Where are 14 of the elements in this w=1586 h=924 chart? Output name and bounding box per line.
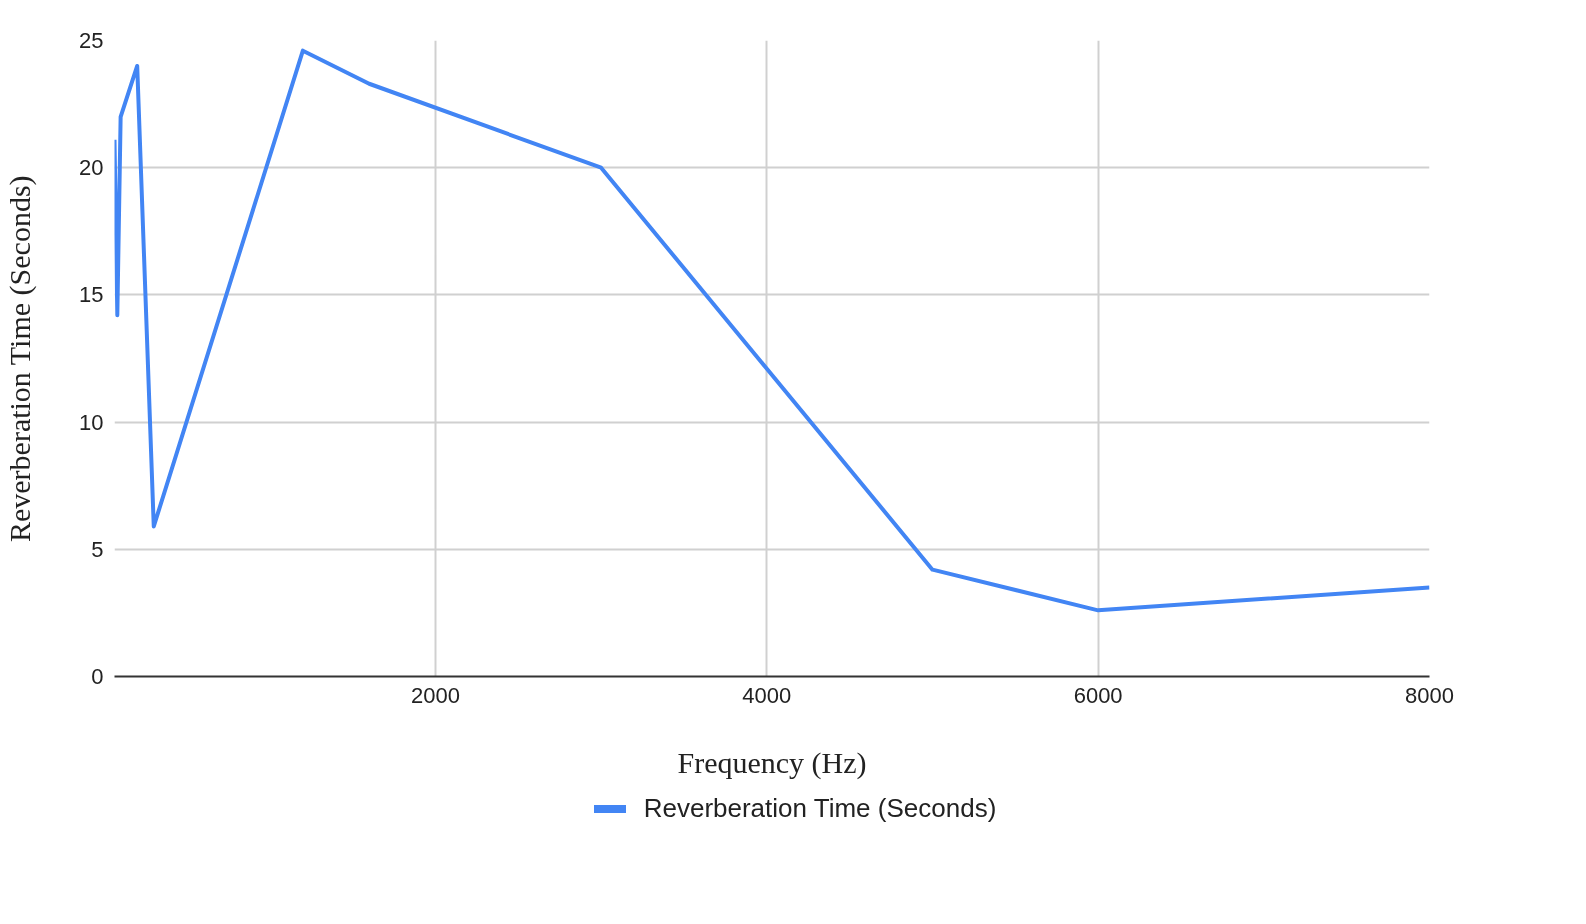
y-tick-label: 5 [91, 536, 104, 562]
legend-label: Reverberation Time (Seconds) [642, 792, 997, 826]
x-tick-label: 4000 [742, 682, 792, 708]
x-tick-label: 2000 [410, 682, 460, 708]
y-tick-label: 0 [91, 664, 104, 689]
y-tick-label: 10 [79, 409, 104, 435]
x-tick-label: 6000 [1073, 682, 1123, 708]
y-tick-label: 25 [79, 28, 104, 53]
x-tick-label: 8000 [1405, 682, 1454, 708]
x-axis-title: Frequency (Hz) [677, 745, 867, 780]
y-tick-label: 20 [79, 155, 104, 181]
y-axis-title: Reverberation Time (Seconds) [3, 175, 38, 543]
line-series [114, 48, 1430, 613]
y-tick-label: 15 [79, 282, 104, 308]
